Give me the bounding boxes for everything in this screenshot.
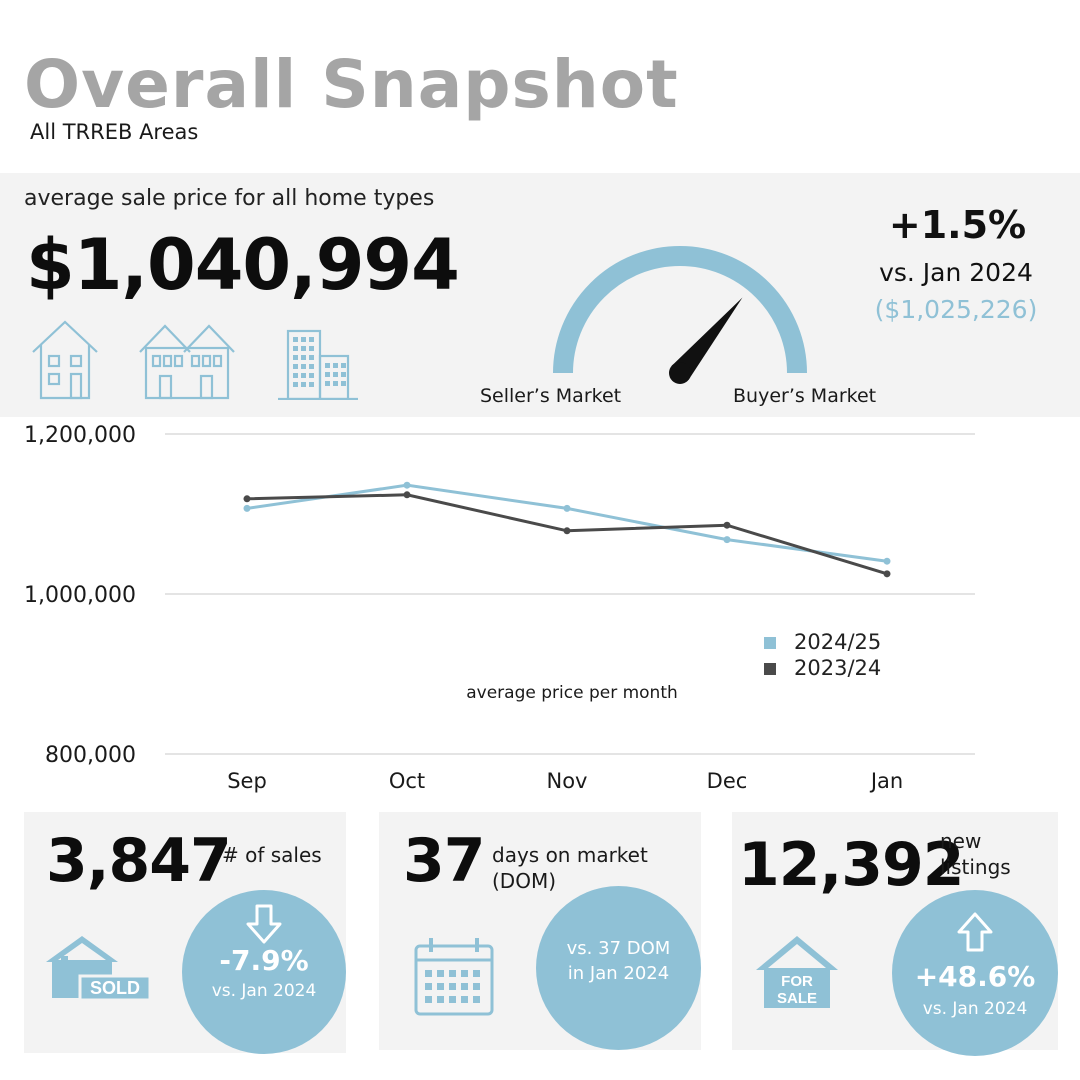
gauge-left-label: Seller’s Market [480,385,622,407]
dom-label: days on market (DOM) [492,843,648,893]
arrow-down-icon [246,904,282,944]
price-label: average sale price for all home types [24,186,435,211]
detached-house-icon [32,320,98,400]
legend-label: 2023/24 [794,656,881,680]
x-tick-label: Oct [389,769,425,793]
condo-building-icon [278,329,358,400]
data-point [723,521,731,529]
sales-change-circle: -7.9% vs. Jan 2024 [182,890,346,1054]
listings-change-percent: +48.6% [914,960,1036,993]
data-point [403,481,411,489]
semi-detached-house-icon [139,324,235,400]
data-point [563,527,571,535]
gauge-right-label: Buyer’s Market [733,385,877,407]
legend-swatch [764,663,776,675]
sales-label: # of sales [222,843,322,867]
previous-price-value: ($1,025,226) [874,295,1038,324]
dom-comparison-line-2: in Jan 2024 [567,963,670,984]
price-comparison-period: vs. Jan 2024 [879,258,1033,287]
for-sale-badge-line-1: FOR [781,973,813,990]
x-tick-label: Dec [707,769,748,793]
x-tick-label: Sep [227,769,267,793]
listings-count: 12,392 [738,830,965,900]
data-point [883,570,891,578]
price-change-percent: +1.5% [888,203,1027,247]
for-sale-badge-line-2: SALE [777,990,817,1007]
sold-house-icon: SOLD [46,936,152,1002]
data-point [403,491,411,499]
market-gauge [553,246,807,384]
legend-label: 2024/25 [794,630,881,654]
data-point [243,504,251,512]
data-point [243,495,251,503]
data-point [883,557,891,565]
data-point [723,536,731,544]
arrow-up-icon [957,912,993,952]
y-tick-label: 800,000 [45,743,136,768]
listings-comparison-period: vs. Jan 2024 [922,999,1028,1019]
y-tick-label: 1,200,000 [24,423,136,448]
page-title: Overall Snapshot [24,46,679,123]
listings-label: new listings [940,829,1011,879]
x-tick-label: Nov [547,769,588,793]
sales-count: 3,847 [46,826,232,896]
dom-comparison-line-1: vs. 37 DOM [566,938,671,959]
y-tick-label: 1,000,000 [24,583,136,608]
sold-badge-text: SOLD [90,978,140,998]
dom-comparison-circle: vs. 37 DOM in Jan 2024 [536,886,701,1050]
for-sale-house-icon: FOR SALE [756,936,838,1008]
dom-card: 37 days on market (DOM) vs. 37 DOM in Ja… [379,812,701,1050]
page-subtitle: All TRREB Areas [30,120,199,144]
gauge-needle [669,297,743,384]
gauge-arc [553,246,807,374]
x-tick-label: Jan [869,769,903,793]
data-point [563,504,571,512]
price-summary-panel [0,173,1080,417]
listings-change-circle: +48.6% vs. Jan 2024 [892,890,1058,1056]
sales-change-percent: -7.9% [219,944,309,977]
average-price-value: $1,040,994 [26,224,460,306]
average-price-line-chart: 1,200,000 1,000,000 800,000 Sep Oct Nov Dec Jan… [24,423,975,793]
dom-value: 37 [403,826,485,896]
calendar-icon [414,938,494,1016]
listings-card: 12,392 new listings FOR SALE +48.6% vs. … [732,812,1058,1056]
sales-card: 3,847 # of sales SOLD -7.9% vs. Jan 2024 [24,812,346,1054]
sales-comparison-period: vs. Jan 2024 [211,981,317,1001]
x-axis-title: average price per month [466,683,678,703]
legend-swatch [764,637,776,649]
